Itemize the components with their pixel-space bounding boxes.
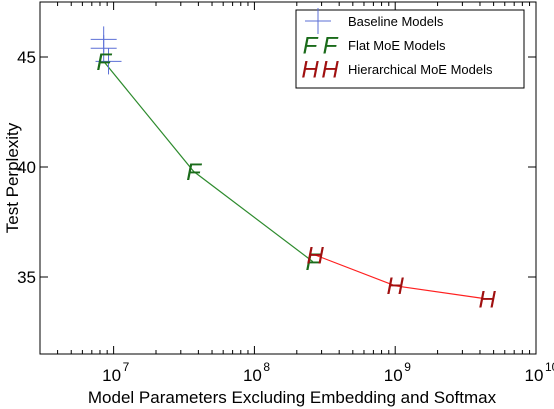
series-lines <box>103 61 488 300</box>
x-tick-exponent: 10 <box>545 360 554 374</box>
x-tick-label: 10 <box>102 366 121 385</box>
flat-moe-point: F <box>186 159 202 186</box>
hierarchical-moe-point: H <box>306 242 324 269</box>
x-tick-label: 10 <box>525 366 544 385</box>
series-line-1 <box>103 61 314 263</box>
flat-moe-point: F <box>306 249 322 276</box>
x-tick-exponent: 9 <box>404 360 411 374</box>
legend: Baseline Models F F Flat MoE Models H H Hierar… <box>295 8 525 89</box>
y-tick-label: 45 <box>17 48 36 67</box>
x-tick-label: 10 <box>384 366 403 385</box>
legend-hierarchical-moe-symbol: H <box>301 56 319 83</box>
legend-label: Flat MoE Models <box>348 38 446 53</box>
legend-box <box>295 9 525 89</box>
y-tick-label: 40 <box>17 158 36 177</box>
y-axis-label: Test Perplexity <box>3 122 22 233</box>
x-tick-label: 10 <box>243 366 262 385</box>
legend-baseline-symbol <box>305 8 331 34</box>
ticks-layer: 1071081091010354045 <box>17 2 554 385</box>
legend-label: Baseline Models <box>348 14 444 29</box>
series-line-2 <box>314 254 488 300</box>
x-axis-label: Model Parameters Excluding Embedding and… <box>88 388 497 407</box>
y-tick-label: 35 <box>17 268 36 287</box>
baseline-point <box>90 35 117 62</box>
hierarchical-moe-point: H <box>387 273 405 300</box>
legend-flat-moe-symbol: F <box>323 32 339 59</box>
legend-flat-moe-symbol: F <box>303 32 319 59</box>
hierarchical-moe-point: H <box>479 286 497 313</box>
flat-moe-point: F <box>96 49 112 76</box>
legend-label: Hierarchical MoE Models <box>348 62 493 77</box>
x-tick-exponent: 8 <box>263 360 270 374</box>
x-tick-exponent: 7 <box>123 360 130 374</box>
baseline-point <box>95 48 122 75</box>
legend-hierarchical-moe-symbol: H <box>321 56 339 83</box>
